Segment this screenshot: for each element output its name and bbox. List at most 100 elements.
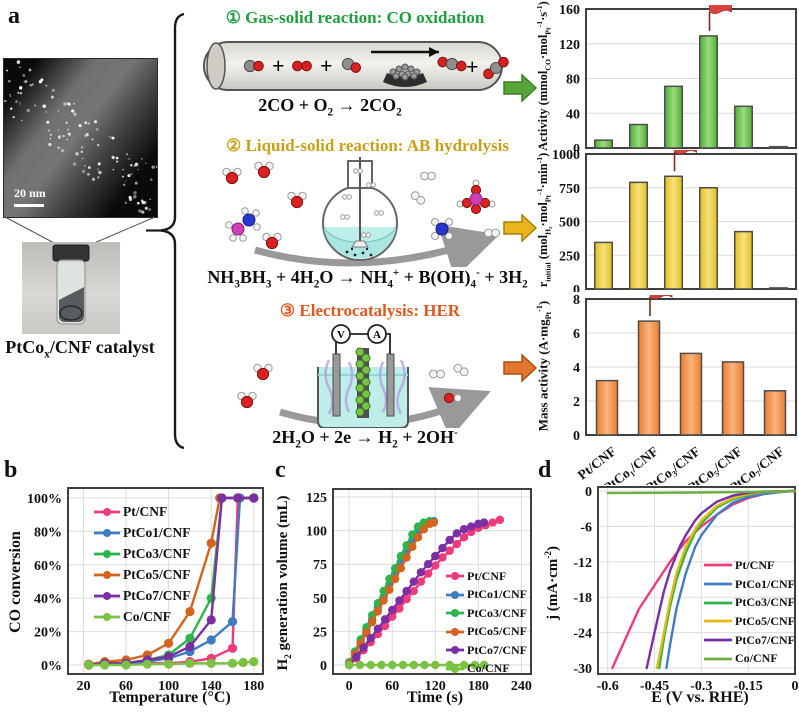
legend-label: PtCo1/CNF xyxy=(735,577,795,592)
legend-label: PtCo3/CNF xyxy=(735,595,795,610)
legend-label: PtCo3/CNF xyxy=(123,546,191,562)
legend-item: Co/CNF xyxy=(704,649,795,668)
legend-label: Pt/CNF xyxy=(735,558,774,573)
bar-chart-ab-rate: 0 250 500 750 1000 xyxy=(528,150,799,292)
legend-label: Co/CNF xyxy=(735,651,778,666)
composite-figure: a 20 nm PtCox/CNF catalyst ① Gas-solid r… xyxy=(0,0,799,714)
co-molecule xyxy=(244,60,263,71)
svg-text:1000: 1000 xyxy=(552,150,580,163)
scheme2-equation: NH3BH3 + 4H2O → NH4+ + B(OH)4- + 3H2 xyxy=(195,267,540,291)
svg-text:40%: 40% xyxy=(34,592,62,607)
svg-text:6: 6 xyxy=(573,327,580,342)
scheme3-equation: 2H2O + 2e → H2 + 2OH- xyxy=(235,427,495,451)
legend-item: Pt/CNF xyxy=(446,567,527,586)
ammeter-label: A xyxy=(373,329,381,341)
legend-item: PtCo3/CNF xyxy=(704,593,795,612)
svg-text:125: 125 xyxy=(306,491,327,506)
h2-molecule xyxy=(421,172,436,180)
catalyst-electrode xyxy=(356,348,370,418)
svg-text:20%: 20% xyxy=(34,626,62,641)
ammonium-ion xyxy=(432,219,453,240)
best-catalyst-flag-icon xyxy=(710,5,732,14)
tube-opening xyxy=(207,43,225,89)
svg-text:50: 50 xyxy=(313,592,327,607)
svg-text:500: 500 xyxy=(559,216,580,231)
legend-label: PtCo1/CNF xyxy=(467,587,527,602)
scheme1-equation: 2CO + O2 → 2CO2 xyxy=(215,95,445,119)
legend-item: Pt/CNF xyxy=(704,556,795,575)
legend-label: Co/CNF xyxy=(467,661,510,676)
svg-text:100: 100 xyxy=(306,525,327,540)
legend-label: PtCo5/CNF xyxy=(467,624,527,639)
h2-molecule xyxy=(485,229,500,237)
legend-item: PtCo1/CNF xyxy=(704,575,795,594)
water-molecule xyxy=(255,162,273,177)
svg-text:25: 25 xyxy=(313,625,327,640)
legend-item: PtCo3/CNF xyxy=(94,543,191,564)
svg-text:-30: -30 xyxy=(573,662,592,677)
plus-sign: + xyxy=(466,54,479,79)
legend-item: Co/CNF xyxy=(94,606,191,627)
svg-text:0: 0 xyxy=(573,429,580,444)
legend-label: PtCo7/CNF xyxy=(123,588,191,604)
legend-label: PtCo5/CNF xyxy=(735,614,795,629)
flask-illustration xyxy=(195,155,535,267)
panel-a-connectors xyxy=(0,0,210,460)
legend-item: PtCo5/CNF xyxy=(446,623,527,642)
legend-item: PtCo7/CNF xyxy=(446,641,527,660)
potential-axis-label: E (V vs. RHE) xyxy=(595,689,799,707)
legend-item: PtCo1/CNF xyxy=(446,586,527,605)
legend-label: Co/CNF xyxy=(123,609,171,625)
legend-h2-volume: Pt/CNF PtCo1/CNF PtCo3/CNF PtCo5/CNF PtCo7/C… xyxy=(446,567,527,678)
svg-text:80%: 80% xyxy=(34,525,62,540)
legend-item: PtCo3/CNF xyxy=(446,604,527,623)
svg-text:2: 2 xyxy=(573,395,580,410)
legend-item: PtCo5/CNF xyxy=(94,564,191,585)
legend-label: PtCo7/CNF xyxy=(735,633,795,648)
legend-label: PtCo1/CNF xyxy=(123,525,191,541)
svg-text:0%: 0% xyxy=(41,659,62,674)
legend-label: Pt/CNF xyxy=(123,504,167,520)
voltmeter-label: V xyxy=(337,329,345,341)
h2-molecule xyxy=(453,363,470,377)
ammonia-borane-molecule xyxy=(226,208,261,242)
svg-text:0: 0 xyxy=(320,659,327,674)
svg-text:-12: -12 xyxy=(573,556,592,571)
svg-text:160: 160 xyxy=(559,5,580,18)
legend-label: PtCo3/CNF xyxy=(467,606,527,621)
catalyst-vial-photo xyxy=(22,242,122,336)
legend-label: PtCo7/CNF xyxy=(467,643,527,658)
svg-text:60%: 60% xyxy=(34,559,62,574)
water-molecule xyxy=(223,168,241,183)
legend-item: PtCo5/CNF xyxy=(704,612,795,631)
reaction-tube-illustration: + + + xyxy=(200,34,535,98)
curly-brace xyxy=(161,14,184,448)
legend-item: Co/CNF xyxy=(446,660,527,679)
scheme1-title: ① Gas-solid reaction: CO oxidation xyxy=(205,8,505,28)
water-molecule xyxy=(263,233,281,248)
svg-text:-18: -18 xyxy=(573,591,592,606)
legend-her-lsv: Pt/CNF PtCo1/CNF PtCo3/CNF PtCo5/CNF PtCo7/C… xyxy=(704,556,795,668)
svg-text:750: 750 xyxy=(559,182,580,197)
electrode-right xyxy=(387,354,394,416)
h2-molecule xyxy=(430,370,445,378)
svg-text:250: 250 xyxy=(559,249,580,264)
legend-item: PtCo7/CNF xyxy=(704,631,795,650)
legend-co-conversion: Pt/CNF PtCo1/CNF PtCo3/CNF PtCo5/CNF PtCo7/C… xyxy=(94,501,191,627)
legend-label: Pt/CNF xyxy=(467,569,506,584)
hydroxide-ion xyxy=(444,393,461,402)
electrolysis-cell-illustration: V A xyxy=(225,322,525,428)
svg-text:40: 40 xyxy=(566,107,580,122)
svg-text:-6: -6 xyxy=(580,520,592,535)
svg-text:-24: -24 xyxy=(573,627,592,642)
water-molecule xyxy=(288,192,306,207)
plus-sign: + xyxy=(272,53,285,78)
vial-cap xyxy=(53,245,89,261)
svg-text:100%: 100% xyxy=(27,492,62,507)
scheme2-title: ② Liquid-solid reaction: AB hydrolysis xyxy=(200,136,535,156)
wire-right xyxy=(386,334,390,354)
svg-text:120: 120 xyxy=(559,38,580,53)
water-molecule xyxy=(238,392,256,407)
bar-chart-co-activity: 04080120160 xyxy=(528,5,799,151)
svg-text:0: 0 xyxy=(573,283,580,292)
